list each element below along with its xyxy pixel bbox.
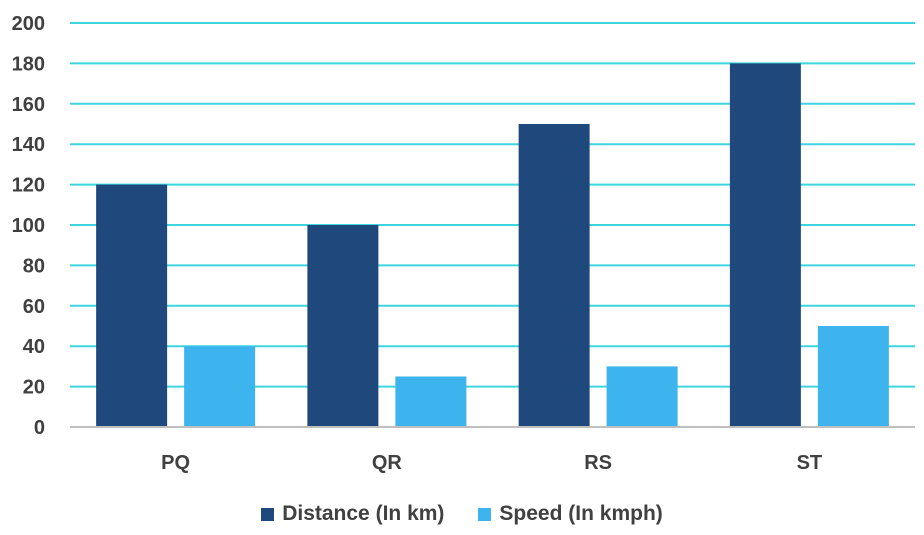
y-tick-label: 60 xyxy=(23,296,45,318)
legend-item-speed: Speed (In kmph) xyxy=(478,502,663,526)
y-tick-label: 180 xyxy=(12,53,45,75)
tick-labels: 0 20 40 60 80 100 120 140 160 180 200 PQ QR RS ST xyxy=(12,13,823,474)
y-tick-label: 200 xyxy=(12,13,45,35)
bar-distance-rs xyxy=(518,124,590,427)
y-tick-label: 120 xyxy=(12,175,45,197)
legend-swatch-distance xyxy=(261,507,275,521)
bars xyxy=(96,63,889,428)
x-tick-label: ST xyxy=(797,452,823,474)
bar-distance-st xyxy=(729,63,801,428)
x-tick-label: PQ xyxy=(161,452,190,474)
y-tick-label: 80 xyxy=(23,255,45,277)
y-tick-label: 20 xyxy=(23,377,45,399)
bar-speed-rs xyxy=(606,366,678,427)
bar-speed-st xyxy=(817,326,889,427)
legend-swatch-speed xyxy=(478,507,492,521)
bar-distance-qr xyxy=(307,225,379,427)
x-tick-label: QR xyxy=(372,452,403,474)
legend-label-distance: Distance (In km) xyxy=(282,502,445,525)
legend-item-distance: Distance (In km) xyxy=(261,502,444,526)
y-tick-label: 140 xyxy=(12,134,45,156)
legend-label-speed: Speed (In kmph) xyxy=(499,502,663,525)
y-tick-label: 40 xyxy=(23,336,45,358)
bar-speed-pq xyxy=(184,346,256,427)
y-tick-label: 160 xyxy=(12,94,45,116)
y-tick-label: 0 xyxy=(34,417,45,439)
legend: Distance (In km) Speed (In kmph) xyxy=(0,498,924,530)
y-tick-label: 100 xyxy=(12,215,45,237)
bar-distance-pq xyxy=(96,184,168,427)
bar-speed-qr xyxy=(395,376,467,427)
x-tick-label: RS xyxy=(584,452,612,474)
